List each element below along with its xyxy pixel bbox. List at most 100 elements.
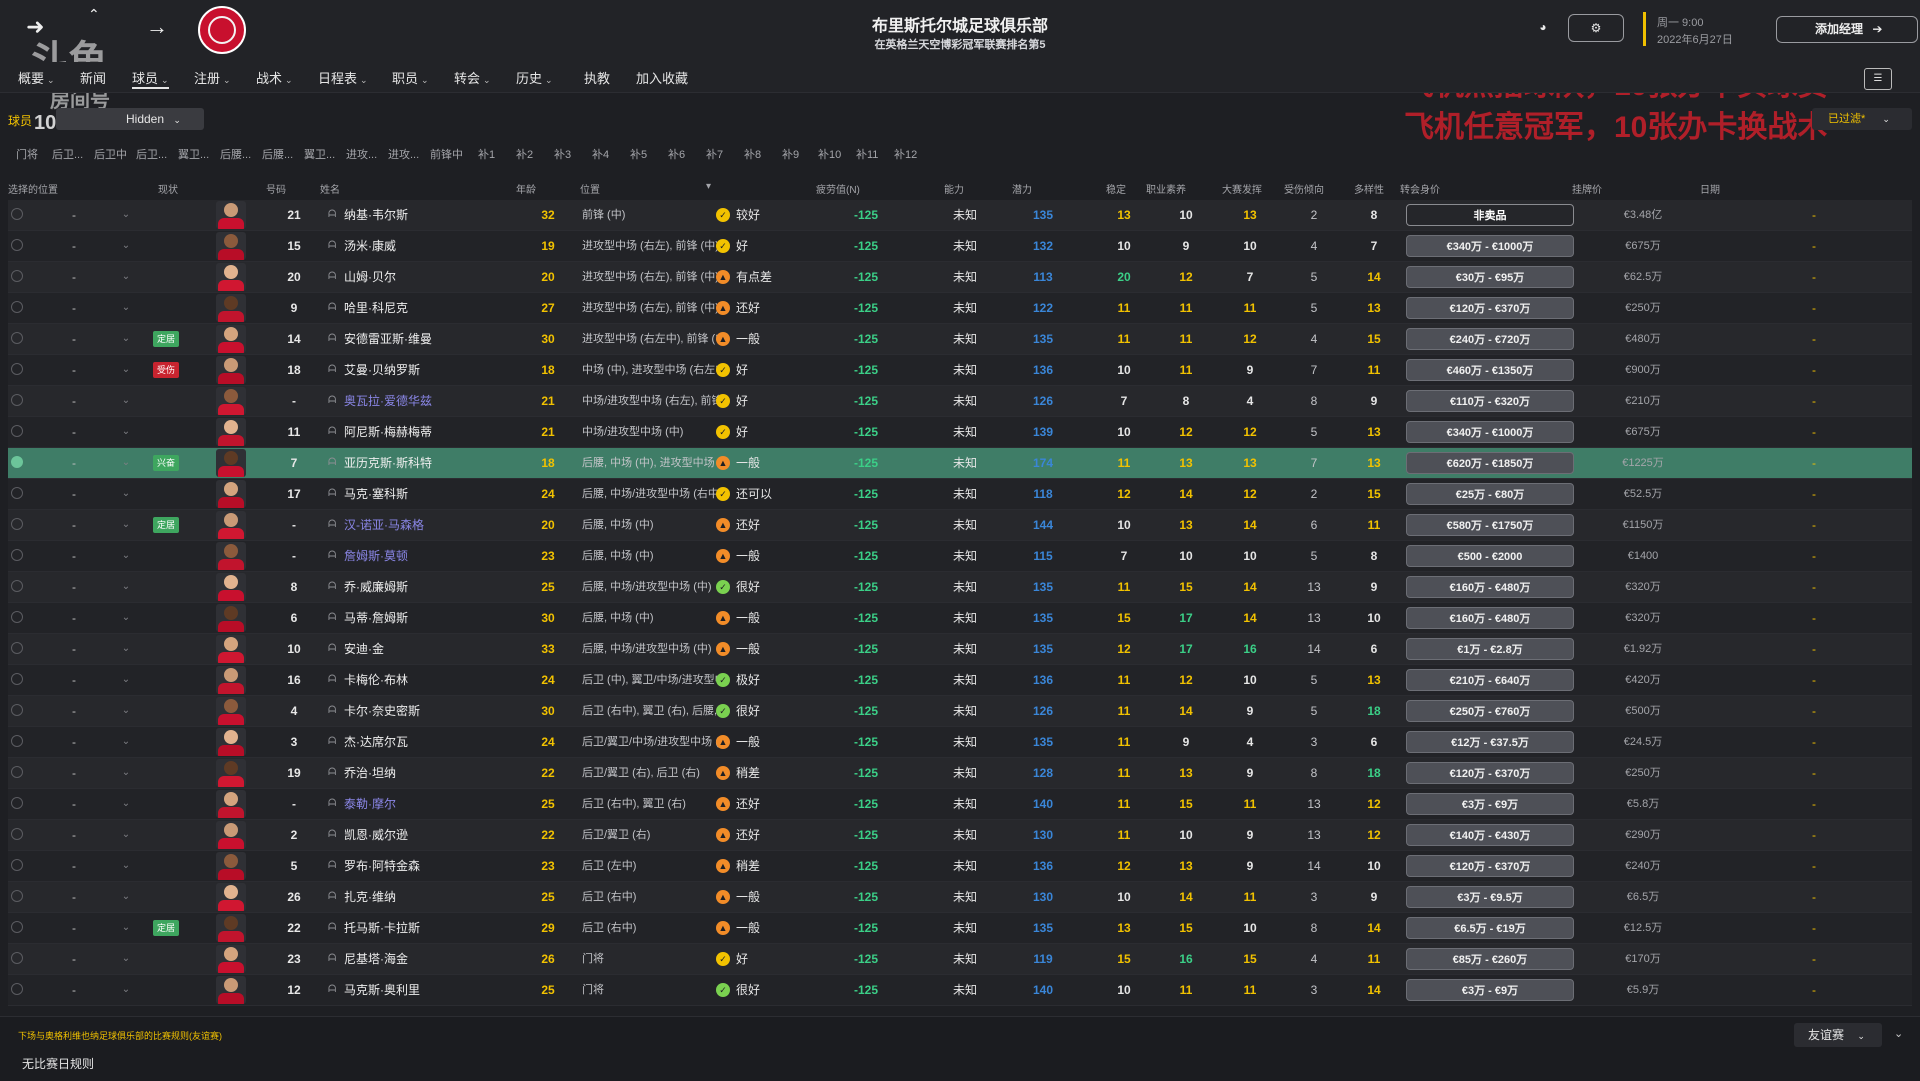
select-checkbox[interactable]: [11, 921, 23, 933]
transfer-value-button[interactable]: €160万 - €480万: [1406, 607, 1574, 629]
selected-position[interactable]: -: [72, 363, 76, 377]
transfer-value-button[interactable]: €85万 - €260万: [1406, 948, 1574, 970]
menu-item[interactable]: 新闻: [80, 68, 106, 87]
select-checkbox[interactable]: [11, 642, 23, 654]
chevron-down-icon[interactable]: ⌄: [121, 271, 131, 282]
position-tab[interactable]: 补9: [782, 149, 800, 161]
chevron-down-icon[interactable]: ⌄: [121, 767, 131, 778]
selected-position[interactable]: -: [72, 983, 76, 997]
chevron-down-icon[interactable]: ⌄: [121, 302, 131, 313]
transfer-value-button[interactable]: €12万 - €37.5万: [1406, 731, 1574, 753]
selected-position[interactable]: -: [72, 859, 76, 873]
col-selected-pos[interactable]: 选择的位置: [8, 185, 58, 196]
selected-position[interactable]: -: [72, 704, 76, 718]
transfer-value-button[interactable]: €25万 - €80万: [1406, 483, 1574, 505]
position-tab[interactable]: 后腰...: [220, 149, 252, 161]
player-name[interactable]: 乔治·坦纳: [344, 766, 396, 780]
transfer-value-button[interactable]: €30万 - €95万: [1406, 266, 1574, 288]
position-tab[interactable]: 补4: [592, 149, 610, 161]
position-tab[interactable]: 补2: [516, 149, 534, 161]
position-tab[interactable]: 后卫...: [136, 149, 168, 161]
player-name[interactable]: 卡梅伦·布林: [344, 673, 408, 687]
transfer-value-button[interactable]: €120万 - €370万: [1406, 855, 1574, 877]
club-crest[interactable]: [198, 6, 246, 54]
menu-item[interactable]: 职员 ⌄: [392, 68, 429, 87]
col-asking-price[interactable]: 挂牌价: [1572, 185, 1602, 196]
select-checkbox[interactable]: [11, 425, 23, 437]
table-row[interactable]: - ⌄ 11 ᗩ 阿尼斯·梅赫梅蒂 21 中场/进攻型中场 (中) ✓ 好 -125 未知 139 10…: [8, 417, 1912, 448]
select-checkbox[interactable]: [11, 208, 23, 220]
chevron-down-icon[interactable]: ⌄: [121, 488, 131, 499]
select-checkbox[interactable]: [11, 332, 23, 344]
player-name[interactable]: 山姆·贝尔: [344, 270, 396, 284]
add-manager-button[interactable]: 添加经理 ➔: [1776, 16, 1918, 43]
position-tab[interactable]: 补6: [668, 149, 686, 161]
select-checkbox[interactable]: [11, 766, 23, 778]
player-name[interactable]: 杰·达席尔瓦: [344, 735, 408, 749]
position-tab[interactable]: 后卫...: [52, 149, 84, 161]
player-name[interactable]: 詹姆斯·莫顿: [344, 549, 408, 563]
expand-chevron-icon[interactable]: ⌄: [1894, 1028, 1904, 1040]
player-name[interactable]: 卡尔·奈史密斯: [344, 704, 420, 718]
col-potential[interactable]: 潜力: [1012, 185, 1032, 196]
table-row[interactable]: - ⌄ - ᗩ 泰勒·摩尔 25 后卫 (右中), 翼卫 (右) ▲ 还好 -125 未知 140 11…: [8, 789, 1912, 820]
table-row[interactable]: - ⌄ 12 ᗩ 马克斯·奥利里 25 门将 ✓ 很好 -125 未知 140 10 11 11 3 14 €3万…: [8, 975, 1912, 1006]
position-tab[interactable]: 后卫中: [94, 149, 127, 161]
select-checkbox[interactable]: [11, 580, 23, 592]
menu-item[interactable]: 概要 ⌄: [18, 68, 55, 87]
chevron-down-icon[interactable]: ⌄: [121, 705, 131, 716]
position-tab[interactable]: 补11: [856, 149, 879, 161]
table-row[interactable]: - ⌄ 10 ᗩ 安迪·金 33 后腰, 中场/进攻型中场 (中) ▲ 一般 -125 未知 135 1…: [8, 634, 1912, 665]
player-name[interactable]: 泰勒·摩尔: [344, 797, 396, 811]
settings-gear-icon[interactable]: ⚙: [1568, 14, 1624, 42]
transfer-value-button[interactable]: €120万 - €370万: [1406, 297, 1574, 319]
chevron-down-icon[interactable]: ⌄: [121, 643, 131, 654]
position-tab[interactable]: 补3: [554, 149, 572, 161]
table-row[interactable]: - ⌄ 兴奋 7 ᗩ 亚历克斯·斯科特 18 后腰, 中场 (中), 进攻型中场 (右中)▲ 一…: [8, 448, 1912, 479]
select-checkbox[interactable]: [11, 952, 23, 964]
player-name[interactable]: 托马斯·卡拉斯: [344, 921, 420, 935]
table-row[interactable]: - ⌄ 15 ᗩ 汤米·康威 19 进攻型中场 (右左), 前锋 (中) ✓ 好 -125 未知 13…: [8, 231, 1912, 262]
table-row[interactable]: - ⌄ 16 ᗩ 卡梅伦·布林 24 后卫 (中), 翼卫/中场/进攻型中场 (右)✓ 极好 -…: [8, 665, 1912, 696]
selected-position[interactable]: -: [72, 735, 76, 749]
select-checkbox[interactable]: [11, 859, 23, 871]
table-row[interactable]: - ⌄ 9 ᗩ 哈里·科尼克 27 进攻型中场 (右左), 前锋 (中) ▲ 还好 -125 未知 1…: [8, 293, 1912, 324]
chevron-down-icon[interactable]: ⌄: [121, 426, 131, 437]
position-tab[interactable]: 补1: [478, 149, 496, 161]
position-tab[interactable]: 前锋中: [430, 149, 463, 161]
transfer-value-button[interactable]: €140万 - €430万: [1406, 824, 1574, 846]
select-checkbox[interactable]: [11, 518, 23, 530]
selected-position[interactable]: -: [72, 673, 76, 687]
position-tab[interactable]: 补10: [818, 149, 842, 161]
chevron-down-icon[interactable]: ⌄: [121, 209, 131, 220]
transfer-value-button[interactable]: €250万 - €760万: [1406, 700, 1574, 722]
position-tab[interactable]: 门将: [16, 149, 38, 161]
player-name[interactable]: 扎克·维纳: [344, 890, 396, 904]
fm-logo-icon[interactable]: ☰: [1864, 68, 1892, 90]
position-tab[interactable]: 进攻...: [346, 149, 378, 161]
player-name[interactable]: 安迪·金: [344, 642, 384, 656]
selected-position[interactable]: -: [72, 797, 76, 811]
transfer-value-button[interactable]: €620万 - €1850万: [1406, 452, 1574, 474]
view-dropdown[interactable]: Hidden ⌄: [56, 108, 204, 130]
menu-item[interactable]: 历史 ⌄: [516, 68, 553, 87]
player-name[interactable]: 罗布·阿特金森: [344, 859, 420, 873]
world-icon[interactable]: ◕: [1539, 20, 1547, 34]
col-professionalism[interactable]: 职业素养: [1146, 185, 1186, 196]
table-row[interactable]: - ⌄ 6 ᗩ 马蒂·詹姆斯 30 后腰, 中场 (中) ▲ 一般 -125 未知 135 15 17 14…: [8, 603, 1912, 634]
table-row[interactable]: - ⌄ 19 ᗩ 乔治·坦纳 22 后卫/翼卫 (右), 后卫 (右) ▲ 稍差 -125 未知 12…: [8, 758, 1912, 789]
select-checkbox[interactable]: [11, 456, 23, 468]
select-checkbox[interactable]: [11, 828, 23, 840]
select-checkbox[interactable]: [11, 890, 23, 902]
col-versatility[interactable]: 多样性: [1354, 185, 1384, 196]
transfer-value-button[interactable]: €6.5万 - €19万: [1406, 917, 1574, 939]
chevron-down-icon[interactable]: ⌄: [121, 395, 131, 406]
chevron-down-icon[interactable]: ⌄: [121, 333, 131, 344]
select-checkbox[interactable]: [11, 735, 23, 747]
table-row[interactable]: - ⌄ 4 ᗩ 卡尔·奈史密斯 30 后卫 (右中), 翼卫 (右), 后腰, 中场 (右)…: [8, 696, 1912, 727]
table-row[interactable]: - ⌄ 23 ᗩ 尼基塔·海金 26 门将 ✓ 好 -125 未知 119 15 16 15 4 11 €85万 …: [8, 944, 1912, 975]
selected-position[interactable]: -: [72, 642, 76, 656]
player-name[interactable]: 马克斯·奥利里: [344, 983, 420, 997]
filter-button[interactable]: 已过滤* ⌄: [1812, 108, 1912, 130]
player-name[interactable]: 纳基·韦尔斯: [344, 208, 408, 222]
